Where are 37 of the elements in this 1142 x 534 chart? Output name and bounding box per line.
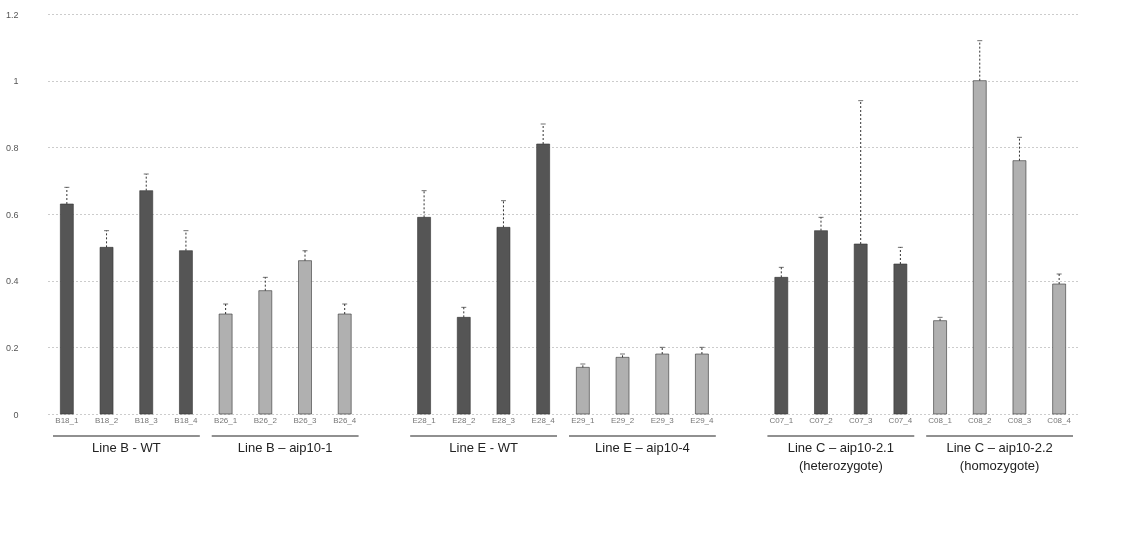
x-tick-label: C08_4 bbox=[1047, 415, 1072, 425]
text: Line C – aip10-2.2 (homozygote) bbox=[946, 440, 1053, 473]
x-tick-label: C08_2 bbox=[967, 415, 993, 425]
text: Line E – aip10-4 bbox=[595, 440, 690, 455]
x-tick-label: C07_2 bbox=[809, 415, 834, 425]
y-tick-label: 1.2 bbox=[5, 9, 19, 20]
x-tick-label: C08_1 bbox=[928, 415, 953, 425]
x-tick-label: E29_4 bbox=[690, 415, 715, 425]
y-tick-label: 1 bbox=[13, 76, 19, 87]
x-tick-label: E29_2 bbox=[610, 415, 635, 425]
x-tick-label: B18_4 bbox=[174, 415, 199, 425]
x-tick-label: B26_2 bbox=[253, 415, 278, 425]
x-tick-label: E29_3 bbox=[650, 415, 675, 425]
x-tick-label: C07_3 bbox=[848, 415, 874, 425]
y-tick-label: 0.6 bbox=[5, 209, 19, 220]
text: Line B - WT bbox=[92, 440, 161, 455]
x-tick-label: B18_2 bbox=[94, 415, 119, 425]
text: Line E - WT bbox=[449, 440, 518, 455]
y-tick-label: 0 bbox=[13, 409, 19, 420]
y-tick-label: 0.4 bbox=[5, 276, 19, 287]
text: Line C – aip10-2.1 (heterozygote) bbox=[787, 440, 894, 473]
x-tick-label: B18_1 bbox=[55, 415, 79, 425]
x-tick-label: B26_4 bbox=[333, 415, 357, 425]
x-tick-label: E28_1 bbox=[412, 415, 437, 425]
x-tick-label: B26_3 bbox=[293, 415, 318, 425]
y-tick-label: 0.8 bbox=[5, 142, 19, 153]
x-tick-label: C07_1 bbox=[769, 415, 794, 425]
x-tick-label: B26_1 bbox=[214, 415, 238, 425]
x-tick-label: E28_3 bbox=[491, 415, 516, 425]
x-tick-label: E29_1 bbox=[571, 415, 595, 425]
x-tick-label: B18_3 bbox=[134, 415, 159, 425]
y-tick-label: 0.2 bbox=[5, 342, 19, 353]
x-tick-label: E28_4 bbox=[531, 415, 556, 425]
x-tick-label: E28_2 bbox=[452, 415, 476, 425]
x-tick-label: C08_3 bbox=[1007, 415, 1032, 425]
text: Line B – aip10-1 bbox=[237, 440, 333, 455]
x-tick-label: C07_4 bbox=[888, 415, 913, 425]
